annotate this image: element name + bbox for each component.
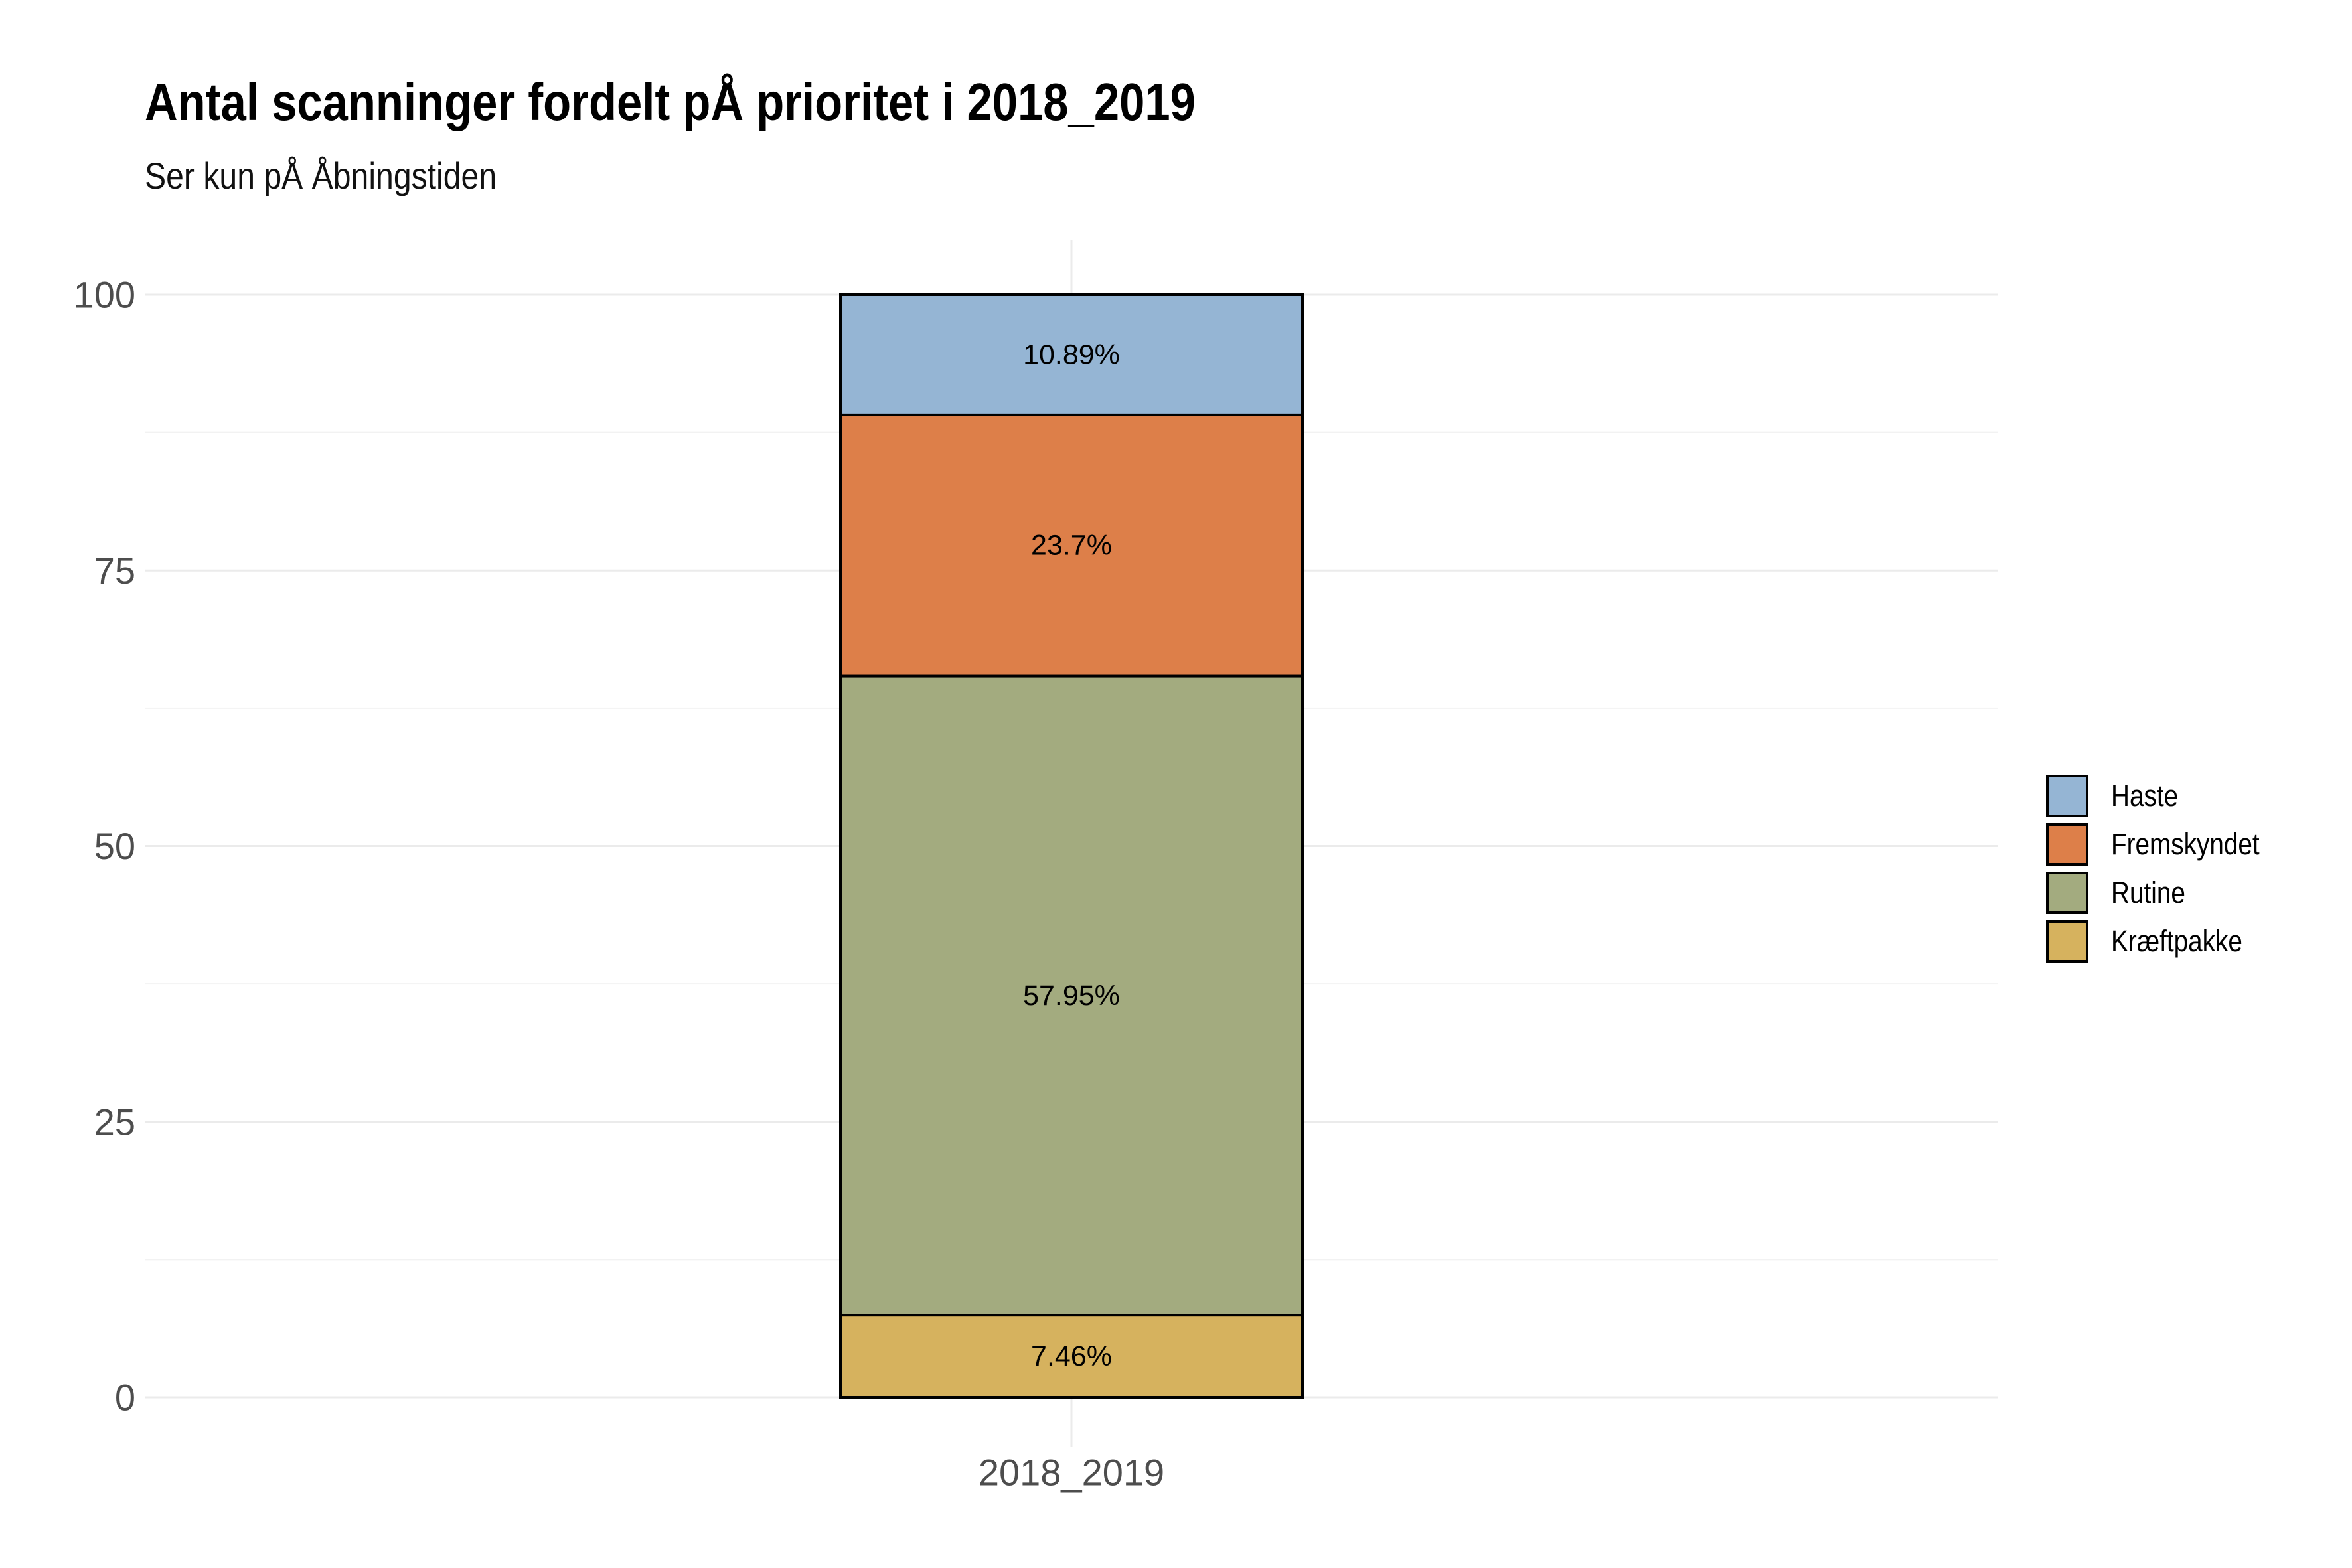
chart-title: Antal scanninger fordelt pÅ prioritet i …: [145, 72, 1196, 131]
y-tick-label: 100: [74, 274, 135, 316]
legend-swatch-haste: [2046, 774, 2088, 817]
bar-label-haste: 10.89%: [1023, 339, 1120, 370]
legend-swatch-kr-ftpakke: [2046, 919, 2088, 963]
bar-segment-kr-ftpakke: [839, 1314, 1304, 1399]
y-tick-label: 25: [94, 1101, 135, 1142]
y-tick-label: 0: [115, 1377, 135, 1419]
legend-swatch-rutine: [2046, 871, 2088, 914]
bar-label-kr-ftpakke: 7.46%: [1031, 1340, 1112, 1372]
legend-item-fremskyndet: Fremskyndet: [2046, 820, 2284, 868]
axis-labels: 0 25 50 75 100 2018_2019: [74, 274, 1165, 1494]
legend-item-rutine: Rutine: [2046, 868, 2284, 917]
chart-subtitle: Ser kun pÅ Åbningstiden: [145, 155, 497, 196]
bar-labels: 7.46% 57.95% 23.7% 10.89%: [1023, 339, 1120, 1372]
legend-label-rutine: Rutine: [2111, 875, 2185, 909]
bar-segment-haste: [839, 293, 1304, 416]
legend: Haste Fremskyndet Rutine Kræftpakke: [2046, 771, 2284, 965]
bar-segment-rutine: [839, 674, 1304, 1317]
stacked-bar: [839, 293, 1304, 1399]
legend-label-kr-ftpakke: Kræftpakke: [2111, 923, 2242, 958]
legend-item-kr-ftpakke: Kræftpakke: [2046, 917, 2284, 965]
y-tick-label: 75: [94, 550, 135, 591]
bar-segment-fremskyndet: [839, 413, 1304, 678]
bar-label-fremskyndet: 23.7%: [1031, 530, 1112, 562]
legend-swatch-fremskyndet: [2046, 823, 2088, 866]
legend-label-haste: Haste: [2111, 778, 2179, 813]
x-tick-label: 2018_2019: [979, 1452, 1164, 1494]
legend-item-haste: Haste: [2046, 771, 2284, 820]
legend-label-fremskyndet: Fremskyndet: [2111, 826, 2260, 861]
y-tick-label: 50: [94, 825, 135, 867]
bar-label-rutine: 57.95%: [1023, 980, 1120, 1012]
